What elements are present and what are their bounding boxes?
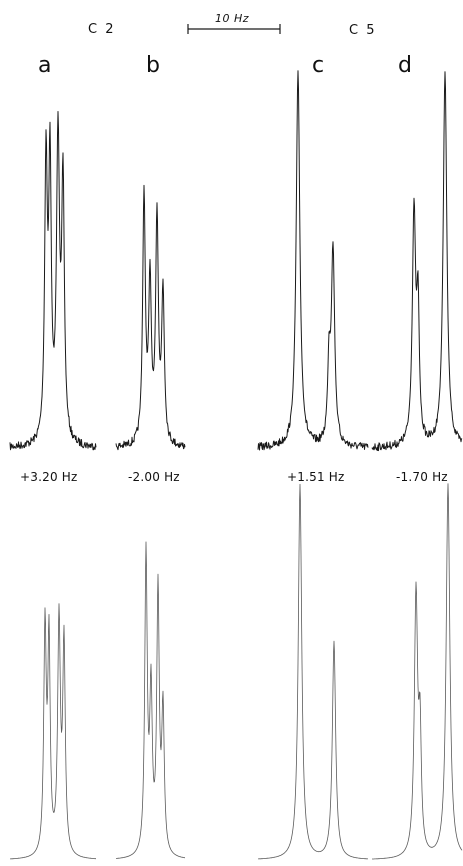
simulated-trace-a [10,603,96,860]
panel-label-a: a [38,53,52,78]
scale-bar [187,24,281,34]
experimental-trace-d [371,71,463,452]
group-label-c5: C 5 [349,23,377,38]
simulated-trace-d [372,483,463,860]
group-label-c2: C 2 [88,22,116,37]
experimental-trace-a [9,111,97,451]
coupling-label-b: -2.00 Hz [128,470,180,484]
coupling-label-a: +3.20 Hz [20,470,78,484]
panel-label-d: d [398,53,412,78]
panel-label-b: b [146,53,160,78]
experimental-spectra [9,70,463,452]
coupling-label-c: +1.51 Hz [287,470,345,484]
experimental-trace-b [115,184,186,451]
experimental-trace-c [257,70,369,451]
simulated-trace-b [115,541,186,859]
scale-bar-label: 10 Hz [215,12,250,25]
coupling-label-d: -1.70 Hz [396,470,448,484]
panel-label-c: c [312,53,325,78]
simulated-trace-c [258,483,368,860]
simulated-spectra [10,483,463,860]
